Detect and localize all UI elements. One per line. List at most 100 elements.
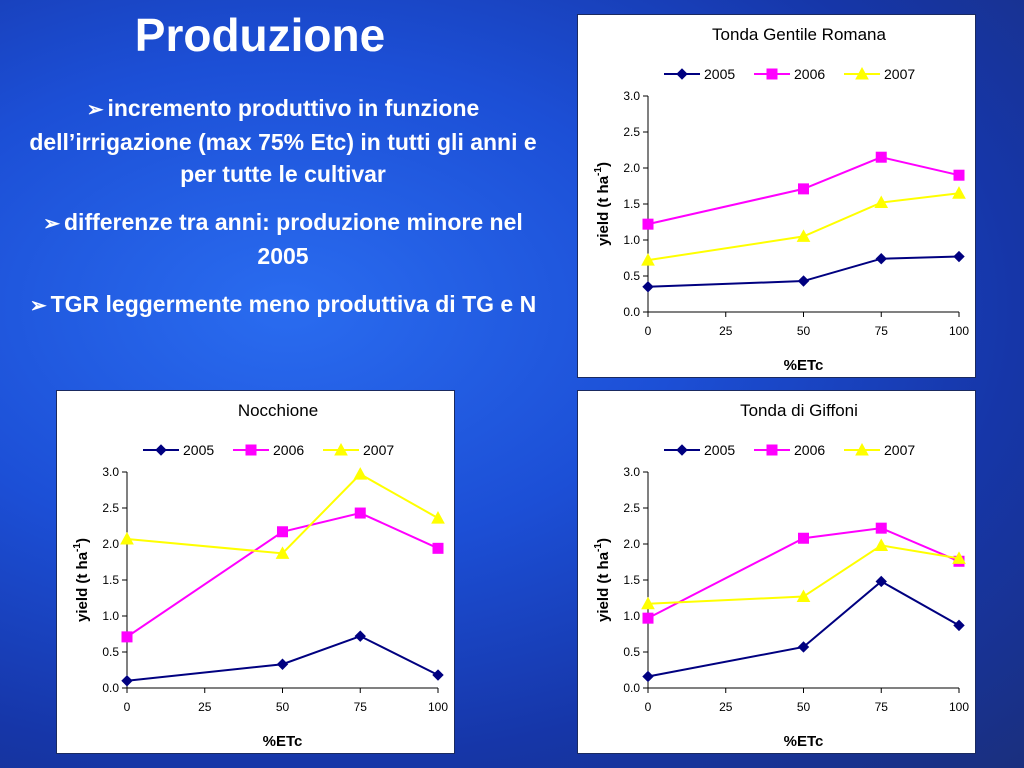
legend-marker (766, 444, 778, 456)
legend-marker (245, 444, 257, 456)
bullet-list: ➢ incremento produttivo in funzione dell’… (18, 92, 548, 338)
legend-label: 2006 (794, 66, 825, 82)
y-tick-label: 1.5 (623, 573, 640, 587)
legend-label: 2006 (794, 442, 825, 458)
x-tick-label: 50 (797, 700, 811, 714)
data-point (641, 253, 655, 266)
legend-item: 2006 (233, 442, 304, 458)
data-point (353, 467, 368, 480)
data-point (432, 669, 444, 681)
data-point (952, 186, 966, 199)
data-point (953, 250, 965, 263)
data-point (276, 658, 289, 670)
arrow-bullet-icon: ➢ (29, 295, 47, 317)
legend-item: 2006 (754, 442, 825, 458)
legend-marker (766, 68, 778, 80)
data-point (642, 281, 654, 293)
series-2005 (642, 250, 965, 293)
y-tick-label: 2.5 (623, 125, 640, 139)
data-point (796, 229, 811, 242)
x-tick-label: 100 (949, 700, 969, 714)
series-2007 (641, 538, 966, 610)
data-point (798, 183, 809, 195)
data-point (120, 531, 134, 545)
y-tick-label: 3.0 (623, 89, 640, 103)
x-tick-label: 75 (875, 700, 889, 714)
chart-nocchione: Nocchione 2005 2006 2007 0.0 0.5 1.0 1.5 2.0 2.5 3… (56, 390, 455, 754)
y-axis-label: yield (t ha-1) (593, 162, 612, 246)
x-axis-label: %ETc (784, 733, 824, 750)
bullet-item: ➢ differenze tra anni: produzione minore … (18, 206, 548, 272)
legend-marker (855, 442, 869, 456)
bullet-text: differenze tra anni: produzione minore n… (64, 209, 523, 269)
data-point (354, 507, 366, 519)
data-point (796, 589, 811, 603)
bullet-item: ➢ TGR leggermente meno produttiva di TG e… (18, 288, 548, 322)
y-tick-label: 1.0 (623, 609, 640, 623)
data-point (797, 641, 810, 653)
data-point (952, 551, 966, 564)
chart-title: Tonda Gentile Romana (712, 25, 886, 44)
legend-item: 2006 (754, 66, 825, 82)
y-axis-label-close: ) (595, 538, 612, 543)
y-tick-label: 0.0 (623, 681, 640, 695)
y-tick-label: 0.0 (102, 681, 119, 695)
chart-svg: Nocchione 2005 2006 2007 0.0 0.5 1.0 1.5 2.0 2.5 3… (72, 401, 448, 750)
bullet-text: TGR leggermente meno produttiva di TG e … (50, 291, 537, 317)
series-line (647, 580, 960, 678)
series-2006 (121, 507, 444, 643)
x-tick-label: 50 (797, 324, 811, 338)
series-line (126, 635, 439, 682)
chart-svg: Tonda di Giffoni 2005 2006 2007 0.0 0.5 1.0 1.5… (593, 401, 969, 750)
y-tick-label: 3.0 (623, 465, 640, 479)
data-point (642, 218, 654, 230)
series-2007 (641, 186, 966, 266)
y-tick-label: 0.0 (623, 305, 640, 319)
y-axis-label: yield (t ha-1) (72, 538, 91, 622)
data-point (642, 612, 654, 624)
y-tick-label: 0.5 (102, 645, 119, 659)
legend-label: 2005 (704, 442, 735, 458)
legend-item: 2007 (323, 442, 394, 458)
legend-label: 2007 (363, 442, 394, 458)
y-axis-label-sup: -1 (593, 543, 604, 552)
x-tick-label: 100 (949, 324, 969, 338)
legend-item: 2005 (664, 442, 735, 458)
x-tick-label: 100 (428, 700, 448, 714)
data-point (797, 275, 810, 287)
data-point (874, 538, 889, 551)
series-line (647, 527, 960, 620)
data-point (641, 596, 655, 610)
y-axis-label-sup: -1 (72, 543, 83, 552)
legend-item: 2007 (844, 66, 915, 82)
series-2006 (642, 522, 965, 624)
y-tick-label: 1.5 (623, 197, 640, 211)
x-axis-label: %ETc (263, 733, 303, 750)
y-tick-label: 0.5 (623, 645, 640, 659)
legend-item: 2005 (664, 66, 735, 82)
series-line (647, 255, 960, 288)
legend-item: 2005 (143, 442, 214, 458)
x-tick-label: 50 (276, 700, 290, 714)
y-tick-label: 1.0 (102, 609, 119, 623)
chart-tonda-di-giffoni: Tonda di Giffoni 2005 2006 2007 0.0 0.5 1.0 1.5… (577, 390, 976, 754)
series-2007 (120, 467, 445, 559)
legend-label: 2007 (884, 442, 915, 458)
data-point (277, 526, 288, 538)
legend-marker (155, 444, 167, 456)
x-axis-label: %ETc (784, 357, 824, 374)
x-tick-label: 0 (124, 700, 131, 714)
data-point (432, 542, 444, 554)
y-tick-label: 2.5 (102, 501, 119, 515)
series-line (647, 156, 960, 226)
y-axis-label-text: yield (t ha (595, 551, 612, 622)
legend-marker (676, 444, 688, 456)
arrow-bullet-icon: ➢ (86, 99, 104, 121)
x-tick-label: 0 (645, 700, 652, 714)
arrow-bullet-icon: ➢ (43, 213, 60, 235)
legend-marker (676, 68, 688, 80)
x-tick-label: 75 (354, 700, 368, 714)
y-tick-label: 1.0 (623, 233, 640, 247)
legend-label: 2007 (884, 66, 915, 82)
data-point (642, 670, 654, 683)
